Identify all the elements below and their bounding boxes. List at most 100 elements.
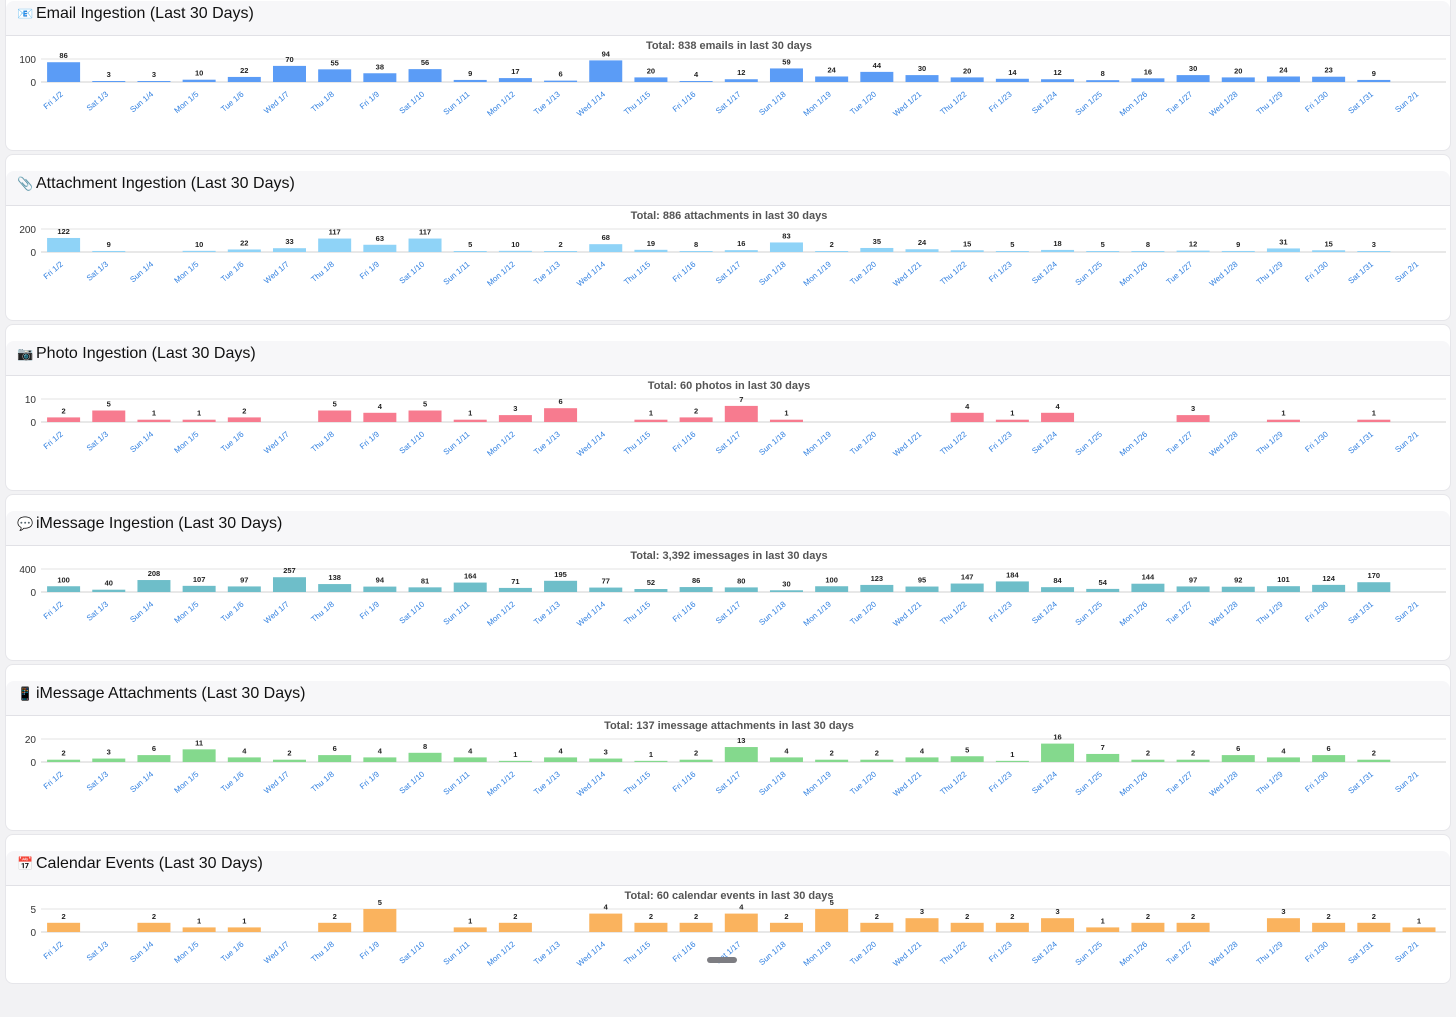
chart-bar[interactable]	[1131, 922, 1165, 932]
chart-bar[interactable]	[47, 417, 81, 422]
chart-bar[interactable]	[92, 589, 126, 592]
chart-bar[interactable]	[408, 587, 442, 592]
chart-bar[interactable]	[182, 250, 216, 252]
scroll-indicator[interactable]	[707, 957, 737, 963]
chart-bar[interactable]	[769, 590, 803, 592]
chart-bar[interactable]	[363, 244, 397, 252]
chart-bar[interactable]	[363, 757, 397, 762]
chart-bar[interactable]	[679, 587, 713, 592]
chart-bar[interactable]	[1221, 586, 1255, 592]
chart-bar[interactable]	[1266, 76, 1300, 82]
chart-bar[interactable]	[1266, 586, 1300, 592]
chart-bar[interactable]	[1131, 78, 1165, 82]
chart-bar[interactable]	[1266, 918, 1300, 932]
chart-bar[interactable]	[498, 78, 532, 82]
chart-bar[interactable]	[1086, 588, 1120, 592]
chart-bar[interactable]	[995, 581, 1029, 592]
chart-bar[interactable]	[363, 73, 397, 82]
chart-bar[interactable]	[724, 747, 758, 762]
chart-bar[interactable]	[1176, 75, 1210, 82]
chart-bar[interactable]	[1221, 755, 1255, 762]
chart-bar[interactable]	[769, 922, 803, 932]
chart-bar[interactable]	[137, 81, 171, 82]
chart-bar[interactable]	[318, 410, 352, 423]
chart-bar[interactable]	[1041, 918, 1075, 932]
chart-bar[interactable]	[995, 78, 1029, 82]
chart-bar[interactable]	[1221, 77, 1255, 82]
chart-bar[interactable]	[92, 250, 126, 252]
chart-bar[interactable]	[905, 249, 939, 252]
chart-bar[interactable]	[634, 77, 668, 82]
chart-bar[interactable]	[1402, 927, 1436, 932]
panel-header[interactable]: 📎 Attachment Ingestion (Last 30 Days)	[6, 171, 1450, 206]
chart-bar[interactable]	[182, 79, 216, 82]
chart-bar[interactable]	[679, 81, 713, 82]
chart-bar[interactable]	[589, 758, 623, 762]
chart-bar[interactable]	[860, 247, 894, 252]
chart-bar[interactable]	[318, 755, 352, 762]
chart-bar[interactable]	[679, 759, 713, 762]
chart-bar[interactable]	[227, 757, 261, 762]
chart-bar[interactable]	[860, 584, 894, 592]
chart-bar[interactable]	[1041, 587, 1075, 592]
chart-bar[interactable]	[47, 62, 81, 82]
chart-bar[interactable]	[1086, 927, 1120, 932]
chart-bar[interactable]	[453, 419, 487, 422]
chart-bar[interactable]	[408, 69, 442, 82]
chart-bar[interactable]	[498, 415, 532, 422]
chart-bar[interactable]	[453, 582, 487, 592]
chart-bar[interactable]	[1357, 759, 1391, 762]
chart-bar[interactable]	[679, 922, 713, 932]
chart-bar[interactable]	[363, 412, 397, 422]
chart-bar[interactable]	[1312, 922, 1346, 932]
chart-bar[interactable]	[137, 922, 171, 932]
chart-bar[interactable]	[363, 909, 397, 932]
panel-header[interactable]: 💬 iMessage Ingestion (Last 30 Days)	[6, 511, 1450, 546]
chart-bar[interactable]	[1131, 583, 1165, 592]
chart-bar[interactable]	[1357, 922, 1391, 932]
chart-bar[interactable]	[1041, 743, 1075, 762]
chart-bar[interactable]	[905, 75, 939, 82]
chart-bar[interactable]	[453, 757, 487, 762]
chart-bar[interactable]	[860, 922, 894, 932]
chart-bar[interactable]	[498, 922, 532, 932]
chart-bar[interactable]	[47, 237, 81, 252]
chart-bar[interactable]	[1312, 755, 1346, 762]
chart-bar[interactable]	[905, 586, 939, 592]
chart-bar[interactable]	[724, 79, 758, 82]
chart-bar[interactable]	[724, 587, 758, 592]
chart-bar[interactable]	[815, 76, 849, 82]
chart-bar[interactable]	[47, 922, 81, 932]
chart-bar[interactable]	[498, 760, 532, 762]
chart-bar[interactable]	[453, 79, 487, 82]
chart-bar[interactable]	[815, 586, 849, 592]
chart-bar[interactable]	[408, 238, 442, 252]
chart-bar[interactable]	[544, 580, 578, 592]
chart-bar[interactable]	[769, 757, 803, 762]
chart-bar[interactable]	[227, 927, 261, 932]
chart-bar[interactable]	[1041, 79, 1075, 82]
chart-bar[interactable]	[1357, 419, 1391, 422]
chart-bar[interactable]	[815, 251, 849, 252]
chart-bar[interactable]	[769, 419, 803, 422]
chart-bar[interactable]	[815, 909, 849, 932]
chart-bar[interactable]	[724, 405, 758, 422]
chart-bar[interactable]	[1176, 250, 1210, 252]
chart-bar[interactable]	[92, 81, 126, 82]
chart-bar[interactable]	[589, 913, 623, 932]
chart-bar[interactable]	[995, 419, 1029, 422]
panel-header[interactable]: 📱 iMessage Attachments (Last 30 Days)	[6, 681, 1450, 716]
chart-bar[interactable]	[272, 65, 306, 82]
panel-header[interactable]: 📧 Email Ingestion (Last 30 Days)	[6, 1, 1450, 36]
chart-bar[interactable]	[363, 586, 397, 592]
chart-bar[interactable]	[544, 251, 578, 252]
chart-bar[interactable]	[815, 759, 849, 762]
chart-bar[interactable]	[227, 417, 261, 422]
chart-bar[interactable]	[634, 419, 668, 422]
chart-bar[interactable]	[634, 760, 668, 762]
chart-bar[interactable]	[318, 584, 352, 592]
chart-bar[interactable]	[589, 244, 623, 252]
chart-bar[interactable]	[47, 759, 81, 762]
chart-bar[interactable]	[950, 756, 984, 762]
chart-bar[interactable]	[227, 586, 261, 592]
